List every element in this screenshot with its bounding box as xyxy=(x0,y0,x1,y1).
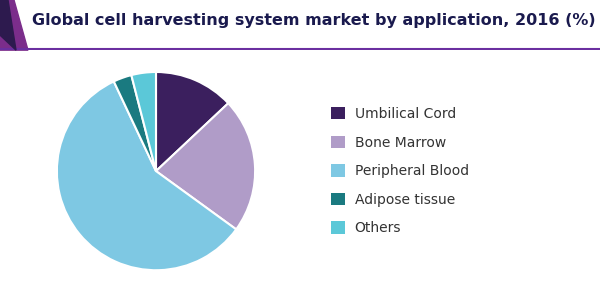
Legend: Umbilical Cord, Bone Marrow, Peripheral Blood, Adipose tissue, Others: Umbilical Cord, Bone Marrow, Peripheral … xyxy=(325,101,474,241)
Polygon shape xyxy=(0,0,16,50)
Polygon shape xyxy=(0,0,28,50)
Wedge shape xyxy=(131,72,156,171)
Wedge shape xyxy=(156,103,255,229)
Wedge shape xyxy=(156,72,228,171)
Wedge shape xyxy=(57,81,236,270)
Text: Global cell harvesting system market by application, 2016 (%): Global cell harvesting system market by … xyxy=(32,13,596,27)
Wedge shape xyxy=(114,75,156,171)
